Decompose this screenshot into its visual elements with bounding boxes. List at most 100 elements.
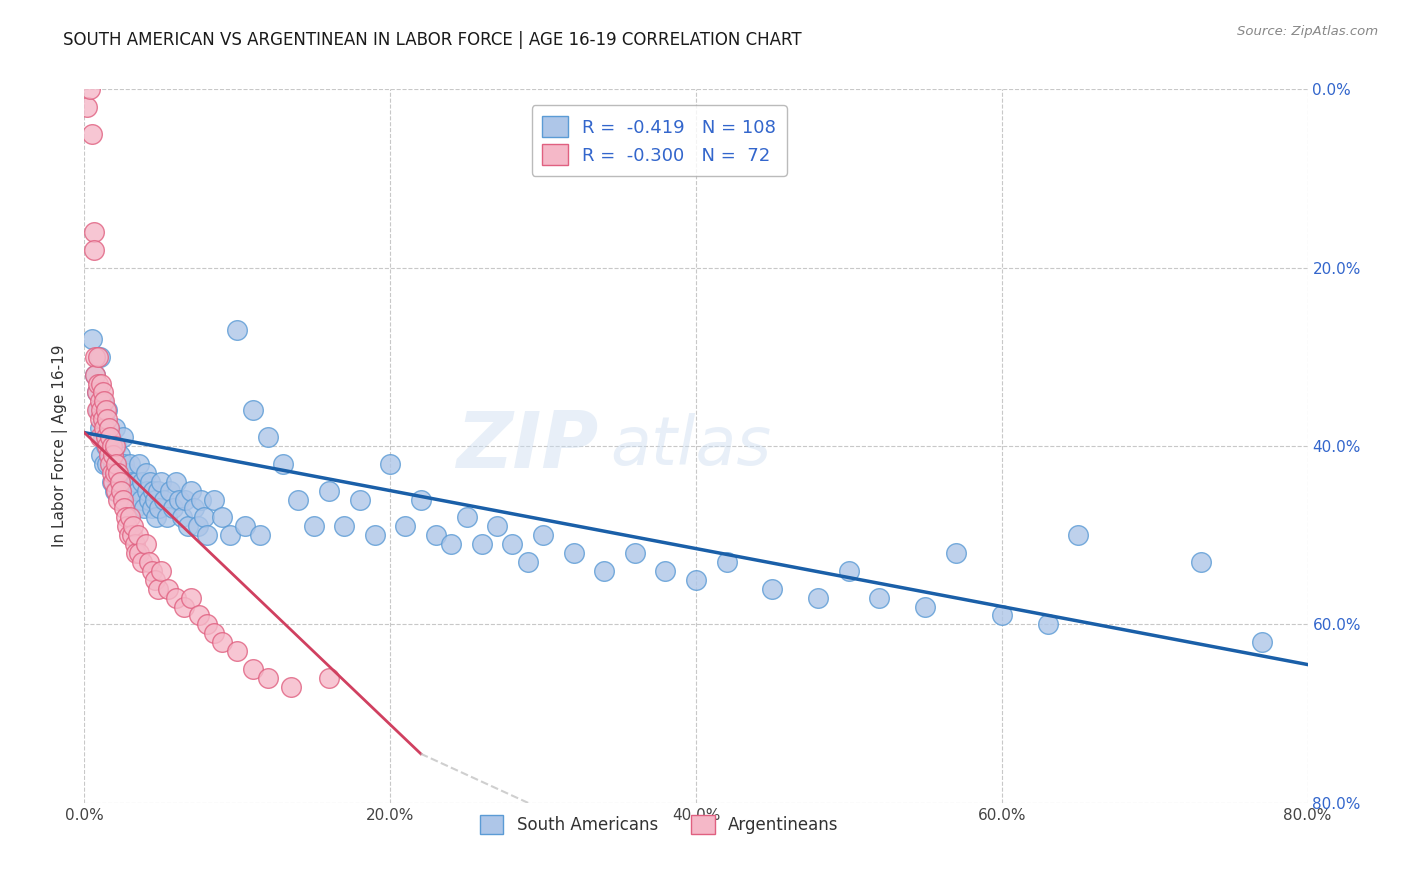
Point	[97, 448, 120, 462]
Point	[180, 591, 202, 605]
Point	[93, 394, 115, 409]
Point	[394, 519, 416, 533]
Point	[103, 457, 125, 471]
Point	[98, 439, 121, 453]
Point	[287, 492, 309, 507]
Point	[143, 492, 166, 507]
Point	[486, 519, 509, 533]
Point	[98, 457, 121, 471]
Point	[471, 537, 494, 551]
Point	[115, 466, 138, 480]
Point	[193, 510, 215, 524]
Point	[1036, 617, 1059, 632]
Point	[177, 519, 200, 533]
Point	[226, 323, 249, 337]
Point	[94, 403, 117, 417]
Point	[115, 519, 138, 533]
Point	[318, 483, 340, 498]
Point	[139, 475, 162, 489]
Point	[440, 537, 463, 551]
Point	[211, 635, 233, 649]
Point	[188, 608, 211, 623]
Point	[90, 448, 112, 462]
Point	[761, 582, 783, 596]
Point	[91, 412, 114, 426]
Point	[165, 475, 187, 489]
Point	[89, 350, 111, 364]
Point	[87, 403, 110, 417]
Point	[145, 510, 167, 524]
Point	[80, 127, 103, 141]
Point	[122, 483, 145, 498]
Point	[118, 492, 141, 507]
Point	[128, 457, 150, 471]
Point	[90, 376, 112, 391]
Point	[991, 608, 1014, 623]
Point	[111, 430, 134, 444]
Point	[118, 528, 141, 542]
Point	[593, 564, 616, 578]
Point	[211, 510, 233, 524]
Point	[124, 501, 146, 516]
Point	[218, 528, 240, 542]
Point	[93, 457, 115, 471]
Point	[349, 492, 371, 507]
Text: ZIP: ZIP	[456, 408, 598, 484]
Y-axis label: In Labor Force | Age 16-19: In Labor Force | Age 16-19	[52, 344, 69, 548]
Point	[156, 510, 179, 524]
Point	[107, 492, 129, 507]
Point	[242, 403, 264, 417]
Point	[111, 492, 134, 507]
Point	[945, 546, 967, 560]
Point	[127, 528, 149, 542]
Point	[89, 412, 111, 426]
Point	[280, 680, 302, 694]
Point	[103, 475, 125, 489]
Point	[131, 555, 153, 569]
Point	[86, 403, 108, 417]
Point	[104, 483, 127, 498]
Point	[101, 475, 124, 489]
Point	[257, 671, 280, 685]
Point	[141, 564, 163, 578]
Point	[83, 225, 105, 239]
Point	[190, 492, 212, 507]
Point	[914, 599, 936, 614]
Point	[105, 483, 128, 498]
Text: atlas: atlas	[610, 413, 772, 479]
Point	[226, 644, 249, 658]
Point	[110, 475, 132, 489]
Point	[125, 475, 148, 489]
Point	[183, 501, 205, 516]
Point	[112, 501, 135, 516]
Point	[333, 519, 356, 533]
Point	[562, 546, 585, 560]
Point	[148, 501, 170, 516]
Point	[79, 82, 101, 96]
Point	[502, 537, 524, 551]
Point	[94, 430, 117, 444]
Point	[94, 439, 117, 453]
Point	[624, 546, 647, 560]
Point	[97, 421, 120, 435]
Point	[91, 385, 114, 400]
Point	[249, 528, 271, 542]
Point	[89, 421, 111, 435]
Point	[76, 100, 98, 114]
Point	[91, 430, 114, 444]
Point	[120, 510, 142, 524]
Point	[131, 475, 153, 489]
Point	[84, 368, 107, 382]
Point	[91, 394, 114, 409]
Point	[121, 528, 143, 542]
Point	[685, 573, 707, 587]
Point	[271, 457, 294, 471]
Point	[456, 510, 478, 524]
Point	[195, 617, 218, 632]
Point	[143, 573, 166, 587]
Point	[124, 537, 146, 551]
Point	[195, 528, 218, 542]
Text: SOUTH AMERICAN VS ARGENTINEAN IN LABOR FORCE | AGE 16-19 CORRELATION CHART: SOUTH AMERICAN VS ARGENTINEAN IN LABOR F…	[63, 31, 801, 49]
Point	[84, 368, 107, 382]
Point	[138, 492, 160, 507]
